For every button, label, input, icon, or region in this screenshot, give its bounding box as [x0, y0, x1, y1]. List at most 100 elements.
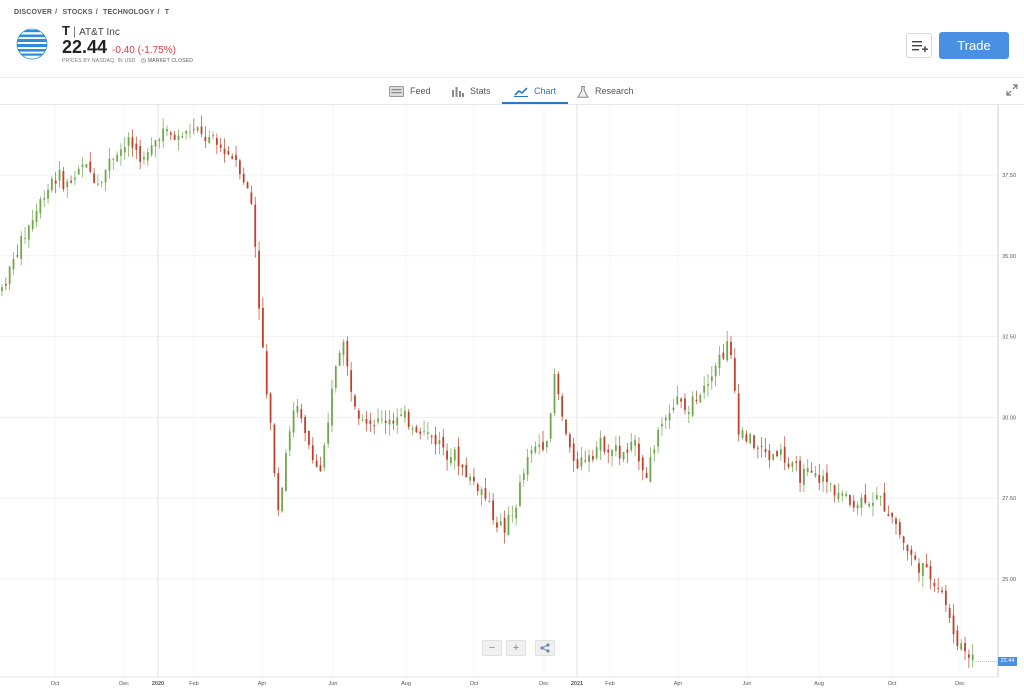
- candle-body: [74, 177, 76, 180]
- candle-body: [599, 437, 602, 451]
- candle-body: [120, 149, 122, 156]
- y-tick-label: 27.50: [1002, 496, 1016, 502]
- x-tick-label: Dec: [119, 681, 129, 687]
- candle-body: [672, 407, 675, 411]
- candle-body: [150, 145, 153, 155]
- candle-body: [668, 413, 671, 421]
- candle-body: [691, 396, 694, 416]
- candle-body: [169, 132, 172, 135]
- candle-body: [852, 500, 855, 508]
- candle-body: [503, 517, 506, 533]
- candle-body: [952, 615, 955, 635]
- candle-body: [388, 419, 391, 425]
- candle-body: [162, 128, 165, 142]
- candle-body: [426, 432, 429, 434]
- candle-body: [764, 449, 767, 453]
- candle-body: [143, 157, 145, 160]
- candle-body: [108, 158, 111, 171]
- candle-body: [814, 473, 817, 477]
- candle-body: [622, 452, 625, 460]
- trade-button[interactable]: Trade: [939, 32, 1009, 59]
- candle-body: [185, 130, 188, 134]
- candle-body: [361, 419, 364, 421]
- candle-body: [860, 497, 863, 508]
- candle-body: [219, 144, 222, 148]
- candle-body: [204, 136, 207, 142]
- candle-body: [611, 450, 613, 456]
- candle-body: [645, 472, 648, 479]
- tab-chart[interactable]: Chart: [502, 78, 569, 104]
- candle-body: [434, 434, 437, 445]
- candle-body: [783, 446, 786, 463]
- current-price: 22.44: [62, 37, 108, 57]
- candle-body: [507, 514, 510, 536]
- candle-body: [703, 385, 706, 393]
- tab-stats[interactable]: Stats: [452, 78, 491, 104]
- candle-body: [8, 266, 11, 285]
- candle-body: [841, 493, 844, 496]
- tab-feed[interactable]: Feed: [389, 78, 431, 104]
- x-tick-label: 2020: [152, 681, 164, 687]
- candle-body: [799, 460, 801, 483]
- candle-body: [212, 134, 214, 137]
- candle-body: [549, 413, 552, 439]
- candle-body: [331, 388, 333, 426]
- stats-icon: [452, 87, 464, 98]
- candle-body: [227, 151, 230, 155]
- breadcrumb-stocks[interactable]: STOCKS: [62, 9, 93, 16]
- candle-body: [906, 544, 909, 552]
- candle-body: [806, 467, 809, 473]
- candle-body: [565, 419, 567, 434]
- candle-body: [499, 521, 502, 526]
- candle-body: [760, 446, 763, 448]
- share-button[interactable]: [535, 640, 555, 656]
- candle-body: [603, 436, 606, 452]
- candle-body: [845, 493, 848, 496]
- candle-body: [442, 437, 445, 448]
- candle-body: [27, 225, 30, 240]
- candle-body: [568, 434, 571, 448]
- candle-body: [369, 420, 372, 424]
- candle-body: [265, 351, 268, 395]
- candle-body: [384, 420, 387, 423]
- candle-body: [791, 462, 794, 467]
- candle-body: [875, 494, 878, 500]
- candle-body: [16, 255, 19, 257]
- candle-body: [484, 488, 487, 499]
- candle-body: [327, 422, 330, 444]
- candle-body: [438, 440, 441, 444]
- candle-body: [415, 426, 418, 433]
- zoom-in-button[interactable]: +: [506, 640, 526, 656]
- tab-research[interactable]: Research: [577, 78, 634, 104]
- candle-body: [392, 420, 395, 424]
- candle-body: [630, 441, 633, 451]
- candlestick-chart[interactable]: 37.50 35.00 32.50 30.00 27.50 25.00 Oct Dec 2020…: [0, 105, 1024, 691]
- breadcrumb-technology[interactable]: TECHNOLOGY: [103, 9, 155, 16]
- price-line: 22.44 -0.40 (-1.75%): [62, 37, 176, 58]
- market-status-text: MARKET CLOSED: [147, 58, 194, 64]
- candle-body: [898, 522, 901, 535]
- candle-body: [208, 136, 211, 143]
- candle-body: [515, 507, 518, 519]
- fullscreen-expand-icon[interactable]: [1006, 84, 1018, 96]
- candle-body: [856, 504, 859, 509]
- candle-body: [776, 451, 778, 457]
- candle-body: [127, 137, 130, 146]
- candle-body: [837, 492, 840, 500]
- candle-body: [357, 410, 360, 419]
- candle-body: [407, 411, 410, 428]
- candle-body: [921, 562, 924, 577]
- candle-body: [756, 447, 759, 449]
- price-source: PRICES BY NASDAQ, IN USD: [62, 58, 136, 64]
- candle-body: [492, 500, 495, 520]
- candle-body: [97, 183, 99, 185]
- candle-body: [81, 164, 84, 168]
- price-chart-area[interactable]: 37.50 35.00 32.50 30.00 27.50 25.00 Oct Dec 2020…: [0, 105, 1024, 691]
- add-to-watchlist-button[interactable]: [906, 33, 932, 58]
- zoom-out-button[interactable]: −: [482, 640, 502, 656]
- candle-body: [941, 590, 943, 592]
- candle-body: [419, 431, 422, 434]
- breadcrumb-discover[interactable]: DISCOVER: [14, 9, 53, 16]
- x-tick-label: Dec: [539, 681, 549, 687]
- candle-body: [879, 496, 882, 498]
